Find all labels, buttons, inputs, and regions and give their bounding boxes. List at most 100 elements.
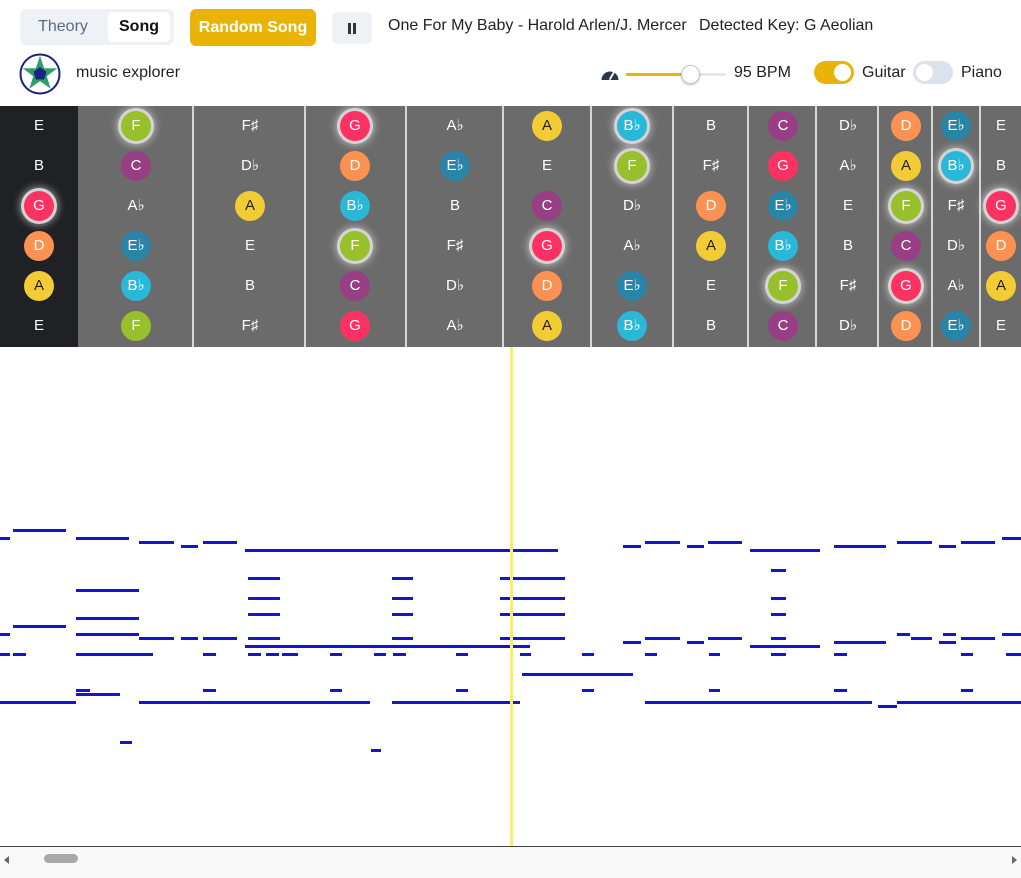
roll-note [392, 613, 413, 616]
fret-note[interactable]: D [340, 151, 370, 181]
fret-note[interactable]: D♭ [623, 197, 641, 214]
fret-note[interactable]: B [705, 117, 716, 134]
fret-note[interactable]: C [532, 191, 562, 221]
fret-note[interactable]: B♭ [340, 191, 370, 221]
fret-note[interactable]: E♭ [121, 231, 151, 261]
fret-note[interactable]: E [995, 317, 1006, 334]
roll-note [500, 577, 565, 580]
horizontal-scrollbar[interactable] [0, 846, 1021, 878]
roll-note [139, 541, 174, 544]
fret-note[interactable]: B [244, 277, 255, 294]
fret-note[interactable]: E♭ [768, 191, 798, 221]
fret-note[interactable]: B [995, 157, 1006, 174]
scrollbar-thumb[interactable] [44, 854, 78, 863]
tempo-slider[interactable] [626, 64, 726, 84]
fret-note[interactable]: D♭ [947, 237, 965, 254]
fret-wire [979, 106, 981, 347]
fret-note[interactable]: A [696, 231, 726, 261]
fret-note[interactable]: E♭ [440, 151, 470, 181]
fret-note[interactable]: B♭ [121, 271, 151, 301]
fret-note[interactable]: D♭ [839, 317, 857, 334]
fret-note[interactable]: E [842, 197, 853, 214]
fret-note[interactable]: A♭ [623, 237, 641, 254]
fret-note[interactable]: B [705, 317, 716, 334]
fret-note[interactable]: F [617, 151, 647, 181]
roll-note [582, 653, 594, 656]
fret-note[interactable]: B♭ [617, 311, 647, 341]
tab-song[interactable]: Song [108, 12, 170, 42]
fret-note[interactable]: G [340, 111, 370, 141]
fret-note[interactable]: E [995, 117, 1006, 134]
fret-note[interactable]: A [235, 191, 265, 221]
fret-note[interactable]: E♭ [941, 311, 971, 341]
fret-note[interactable]: G [768, 151, 798, 181]
roll-note [181, 545, 198, 548]
fret-note[interactable]: F [121, 111, 151, 141]
fret-note[interactable]: D♭ [446, 277, 464, 294]
fret-note[interactable]: E [33, 117, 44, 134]
fret-note[interactable]: C [768, 311, 798, 341]
fret-note[interactable]: G [24, 191, 54, 221]
pause-button[interactable] [332, 12, 372, 44]
fret-note[interactable]: E [33, 317, 44, 334]
fret-note[interactable]: F♯ [241, 317, 259, 334]
scroll-left-arrow-icon[interactable] [4, 856, 9, 864]
fret-note[interactable]: D [986, 231, 1016, 261]
fret-note[interactable]: F [121, 311, 151, 341]
fret-note[interactable]: B [33, 157, 44, 174]
fret-note[interactable]: A [24, 271, 54, 301]
fret-note[interactable]: F♯ [241, 117, 259, 134]
fret-note[interactable]: B♭ [941, 151, 971, 181]
scroll-right-arrow-icon[interactable] [1012, 856, 1017, 864]
fret-note[interactable]: F♯ [947, 197, 965, 214]
fret-note[interactable]: A♭ [446, 117, 464, 134]
guitar-toggle[interactable] [814, 61, 854, 84]
fret-note[interactable]: C [891, 231, 921, 261]
fret-note[interactable]: C [121, 151, 151, 181]
fret-note[interactable]: E [244, 237, 255, 254]
fret-note[interactable]: A [986, 271, 1016, 301]
fret-note[interactable]: E [541, 157, 552, 174]
fret-note[interactable]: B♭ [617, 111, 647, 141]
piano-toggle[interactable] [913, 61, 953, 84]
fret-note[interactable]: B [842, 237, 853, 254]
fret-note[interactable]: A♭ [839, 157, 857, 174]
fret-note[interactable]: A♭ [947, 277, 965, 294]
roll-note [248, 653, 261, 656]
fret-note[interactable]: B [449, 197, 460, 214]
fret-note[interactable]: D♭ [839, 117, 857, 134]
fret-note[interactable]: F [891, 191, 921, 221]
fret-note[interactable]: B♭ [768, 231, 798, 261]
tempo-slider-thumb[interactable] [681, 65, 700, 84]
fret-note[interactable]: A [532, 111, 562, 141]
fret-note[interactable]: D [891, 111, 921, 141]
random-song-button[interactable]: Random Song [190, 9, 316, 46]
fret-note[interactable]: E♭ [617, 271, 647, 301]
tab-theory[interactable]: Theory [38, 18, 88, 35]
fret-note[interactable]: G [986, 191, 1016, 221]
fret-note[interactable]: C [340, 271, 370, 301]
fret-note[interactable]: D [891, 311, 921, 341]
fret-note[interactable]: C [768, 111, 798, 141]
roll-note [911, 637, 932, 640]
fret-note[interactable]: F [768, 271, 798, 301]
fret-note[interactable]: A♭ [446, 317, 464, 334]
fret-note[interactable]: D [24, 231, 54, 261]
fret-note[interactable]: D♭ [241, 157, 259, 174]
fret-note[interactable]: A [891, 151, 921, 181]
fret-note[interactable]: F [340, 231, 370, 261]
fret-note[interactable]: F♯ [839, 277, 857, 294]
fret-note[interactable]: D [696, 191, 726, 221]
fret-note[interactable]: A [532, 311, 562, 341]
fret-note[interactable]: G [340, 311, 370, 341]
fret-note[interactable]: F♯ [702, 157, 720, 174]
roll-note [76, 693, 120, 696]
fret-note[interactable]: E [705, 277, 716, 294]
fret-note[interactable]: A♭ [127, 197, 145, 214]
fret-note[interactable]: G [532, 231, 562, 261]
fret-note[interactable]: F♯ [446, 237, 464, 254]
fret-note[interactable]: E♭ [941, 111, 971, 141]
fret-note[interactable]: D [532, 271, 562, 301]
fret-note[interactable]: G [891, 271, 921, 301]
roll-note [76, 537, 129, 540]
